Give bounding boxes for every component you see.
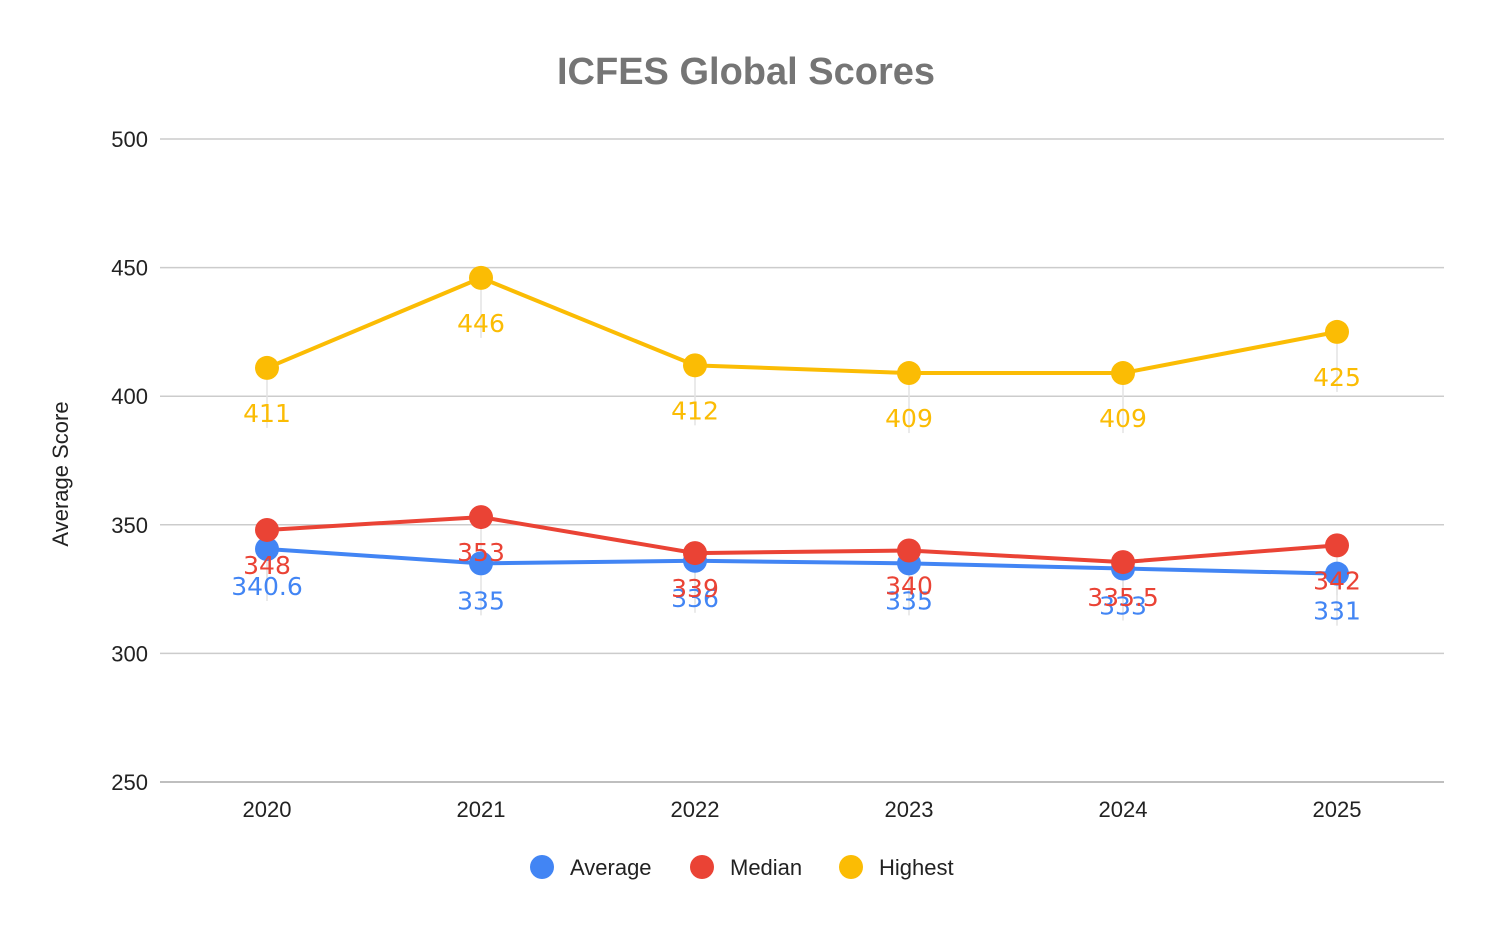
data-label-average: 331 — [1313, 597, 1361, 626]
legend: Average Median Highest — [530, 855, 954, 880]
chart-title: ICFES Global Scores — [557, 51, 935, 93]
x-tick-label: 2020 — [243, 797, 292, 822]
series-line-median — [265, 515, 1339, 565]
label-leaders — [266, 289, 1338, 626]
y-tick-label: 450 — [111, 256, 148, 281]
data-point-average — [469, 551, 493, 576]
data-point-median — [469, 505, 493, 530]
legend-marker — [839, 855, 863, 879]
x-tick-label: 2021 — [457, 797, 506, 822]
x-tick-label: 2024 — [1099, 797, 1148, 822]
data-labels: 340.6 335 336 335 333 331 348 353 339 340 335.5 342… — [231, 309, 1361, 626]
data-point-median — [683, 541, 707, 566]
x-tick-label: 2025 — [1313, 797, 1362, 822]
data-point-highest — [683, 353, 707, 378]
data-point-highest — [1111, 361, 1135, 386]
x-tick-label: 2023 — [885, 797, 934, 822]
y-tick-label: 250 — [111, 770, 148, 795]
y-tick-label: 500 — [111, 127, 148, 152]
data-label-highest: 425 — [1313, 363, 1361, 392]
data-label-average: 333 — [1099, 592, 1147, 621]
data-point-median — [1111, 550, 1135, 575]
data-point-average — [255, 536, 279, 561]
data-label-average: 340.6 — [231, 572, 303, 601]
y-tick-label: 350 — [111, 513, 148, 538]
data-point-median — [255, 517, 279, 542]
data-point-average — [1325, 561, 1349, 586]
x-tick-label: 2022 — [671, 797, 720, 822]
data-point-highest — [255, 355, 279, 380]
data-point-highest — [469, 265, 493, 290]
data-label-median: 340 — [885, 572, 933, 601]
x-axis-ticks: 2020 2021 2022 2023 2024 2025 — [243, 797, 1362, 822]
legend-label: Average — [570, 855, 652, 880]
y-tick-label: 400 — [111, 384, 148, 409]
data-label-median: 342 — [1313, 566, 1361, 595]
legend-marker — [530, 855, 554, 879]
data-label-median: 348 — [243, 551, 291, 580]
legend-label: Highest — [879, 855, 954, 880]
data-label-median: 335.5 — [1087, 583, 1159, 612]
data-point-median — [1325, 533, 1349, 558]
data-label-median: 339 — [671, 574, 719, 603]
legend-item-average[interactable]: Average — [530, 855, 652, 880]
y-tick-label: 300 — [111, 641, 148, 666]
data-point-highest — [1325, 319, 1349, 344]
series-line-highest — [265, 275, 1339, 376]
data-label-average: 335 — [457, 586, 505, 615]
grid-lines — [160, 138, 1444, 783]
data-point-median — [897, 538, 921, 563]
data-label-average: 335 — [885, 586, 933, 615]
series-lines — [255, 265, 1349, 586]
data-label-highest: 409 — [1099, 404, 1147, 433]
y-axis-title: Average Score — [48, 401, 73, 546]
data-point-highest — [897, 361, 921, 386]
legend-item-highest[interactable]: Highest — [839, 855, 954, 880]
data-label-median: 353 — [457, 538, 505, 567]
series-line-average — [265, 546, 1339, 576]
legend-label: Median — [730, 855, 802, 880]
legend-item-median[interactable]: Median — [690, 855, 802, 880]
data-label-highest: 411 — [243, 399, 291, 428]
data-label-average: 336 — [671, 584, 719, 613]
legend-marker — [690, 855, 714, 879]
data-label-highest: 409 — [885, 404, 933, 433]
data-label-highest: 446 — [457, 309, 505, 338]
data-label-highest: 412 — [671, 396, 719, 425]
y-axis-ticks: 250 300 350 400 450 500 — [111, 127, 148, 795]
